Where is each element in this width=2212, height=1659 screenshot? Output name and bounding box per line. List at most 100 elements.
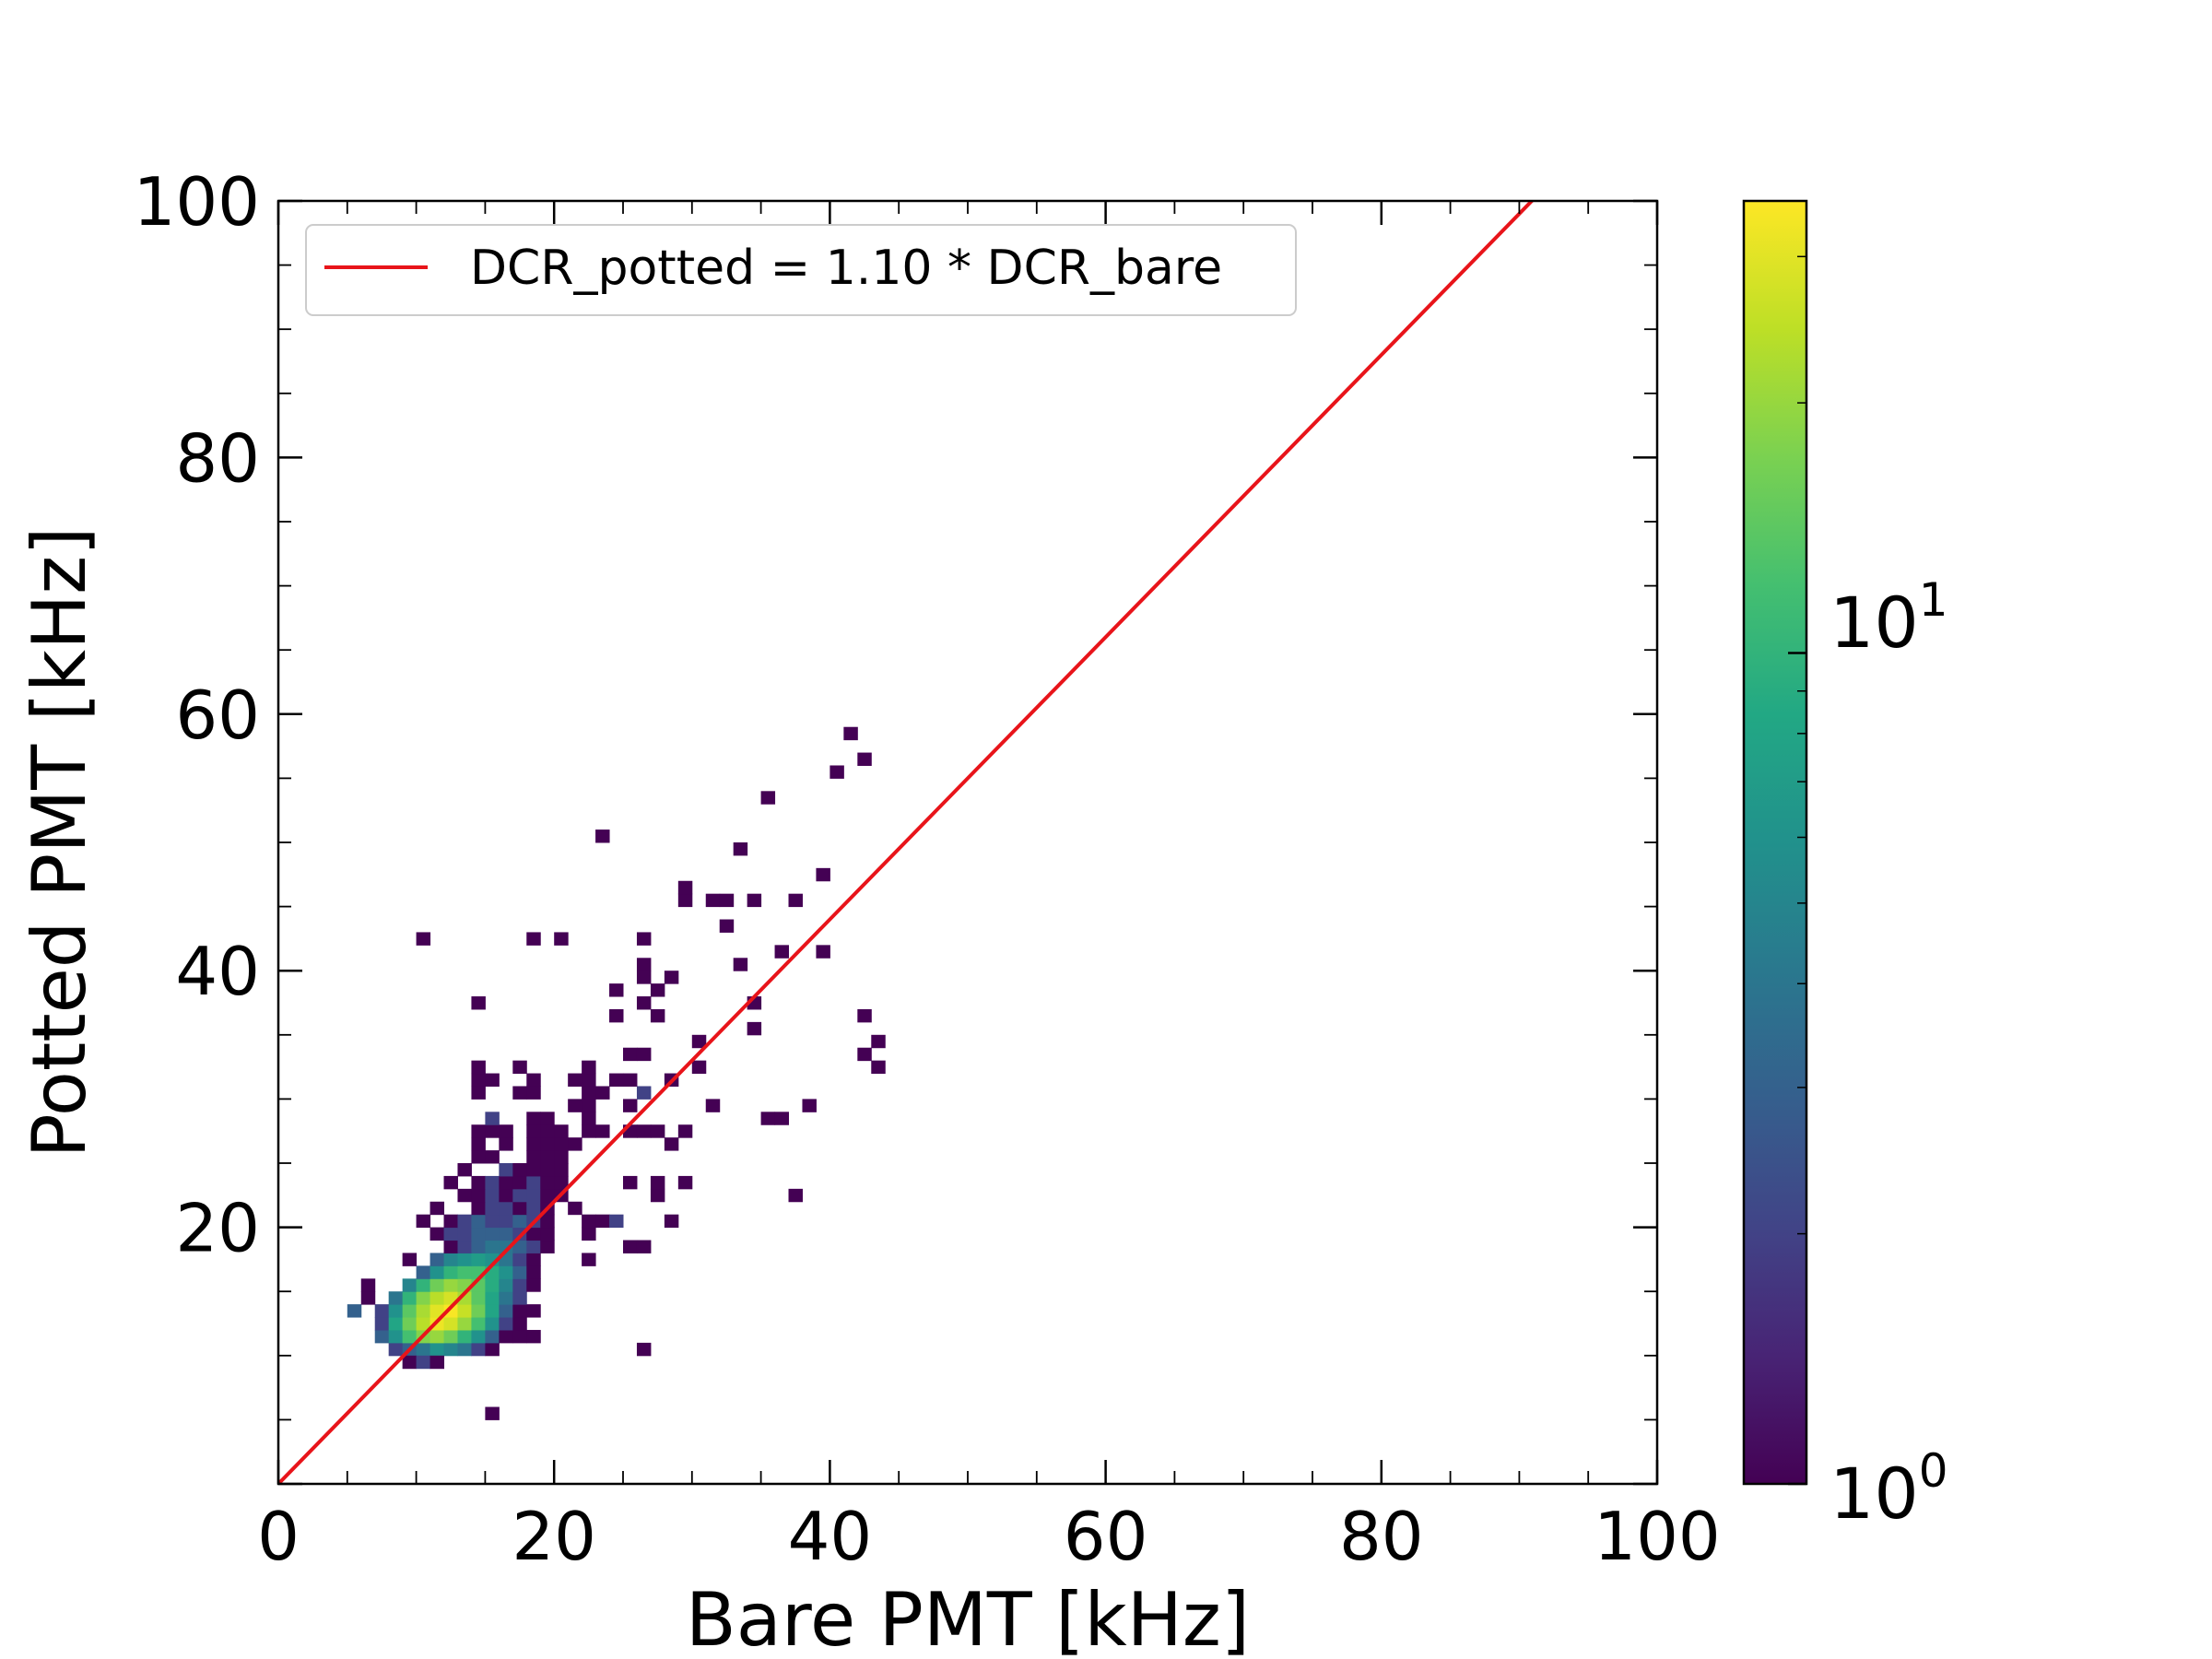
heatmap-cell [388, 1317, 404, 1331]
heatmap-cell [636, 958, 652, 971]
heatmap-cell [774, 1112, 790, 1125]
heatmap-cell [457, 1240, 472, 1253]
heatmap-cell [788, 893, 803, 908]
heatmap-cell [485, 1317, 500, 1331]
heatmap-cell [457, 1163, 472, 1177]
heatmap-cell [582, 1099, 596, 1112]
heatmap-cell [512, 1163, 527, 1177]
heatmap-cell [485, 1175, 500, 1190]
x-tick-labels: 0 20 40 60 80 100 [257, 1498, 1721, 1575]
heatmap-cell [623, 1047, 638, 1062]
heatmap-cell [512, 1214, 527, 1229]
heatmap-cell [568, 1099, 582, 1112]
heatmap-cell [733, 842, 748, 856]
heatmap-cell [443, 1329, 458, 1344]
heatmap-cell [429, 1304, 445, 1318]
heatmap-cell [429, 1253, 445, 1266]
heatmap-cell [457, 1342, 472, 1357]
heatmap-cell [636, 1047, 652, 1062]
legend-box [305, 224, 1297, 316]
heatmap-cell [540, 1188, 555, 1203]
heatmap-cell [512, 1086, 527, 1100]
legend: DCR_potted = 1.10 * DCR_bare [305, 224, 1297, 316]
heatmap-cell [471, 1317, 486, 1331]
heatmap-cell [623, 1175, 638, 1190]
heatmap-cell [857, 1008, 872, 1023]
heatmap-cell [457, 1214, 472, 1229]
heatmap-cell [664, 1214, 679, 1229]
heatmap-cell [499, 1291, 513, 1305]
heatmap-cell [705, 893, 721, 908]
heatmap-cell [443, 1227, 458, 1241]
heatmap-cell [512, 1253, 527, 1266]
y-tick-labels: 20 40 60 80 100 [134, 163, 260, 1267]
heatmap-cell [471, 1060, 486, 1075]
heatmap-cell [664, 1137, 679, 1151]
x-tick-label: 60 [1064, 1498, 1148, 1575]
heatmap-cell [499, 1227, 513, 1241]
heatmap-cell [416, 1304, 431, 1318]
heatmap-cell [677, 893, 693, 908]
heatmap-cell [568, 1201, 582, 1216]
heatmap-cell [554, 1124, 569, 1138]
heatmap-cell [526, 1253, 541, 1266]
colorbar-label-high-exponent: 1 [1919, 573, 1948, 627]
colorbar-gradient [1742, 199, 1808, 1486]
heatmap-cell [416, 1317, 431, 1331]
heatmap-cell [526, 1265, 541, 1279]
heatmap-cell [582, 1214, 596, 1229]
heatmap-cell [512, 1329, 527, 1344]
heatmap-cell [871, 1034, 886, 1049]
heatmap-cell [540, 1150, 555, 1164]
heatmap-cell [443, 1265, 458, 1279]
heatmap-cell [388, 1291, 404, 1305]
heatmap-cell [554, 1150, 569, 1164]
legend-label: DCR_potted = 1.10 * DCR_bare [470, 241, 1222, 296]
heatmap-cell [554, 932, 569, 946]
heatmap-cell [512, 1175, 527, 1190]
heatmap-cell [540, 1227, 555, 1241]
heatmap-cell [623, 1099, 638, 1112]
heatmap-cell [443, 1342, 458, 1357]
heatmap-cell [402, 1304, 418, 1318]
heatmap-cell [568, 1073, 582, 1087]
heatmap-cell [457, 1329, 472, 1344]
heatmap-cell [499, 1240, 513, 1253]
heatmap-cell [636, 932, 652, 946]
x-tick-label: 100 [1594, 1498, 1720, 1575]
heatmap-cell [499, 1317, 513, 1331]
heatmap-cell [540, 1240, 555, 1253]
heatmap-cell [485, 1406, 500, 1420]
heatmap-cell [416, 1265, 431, 1279]
y-tick-label: 60 [175, 677, 260, 754]
heatmap-cell [857, 752, 872, 766]
heatmap-cell [402, 1291, 418, 1305]
heatmap-cell [512, 1278, 527, 1292]
heatmap-cell [526, 1112, 541, 1125]
heatmap-cell [760, 1112, 776, 1125]
x-axis-title: Bare PMT [kHz] [686, 1577, 1250, 1659]
heatmap-cell [526, 932, 541, 946]
x-tick-label: 0 [257, 1498, 300, 1575]
y-axis-title: Potted PMT [kHz] [17, 527, 102, 1159]
heatmap-cell [457, 1265, 472, 1279]
heatmap-cell [540, 1214, 555, 1229]
heatmap-cells [347, 726, 886, 1420]
heatmap-cell [499, 1265, 513, 1279]
heatmap-cell [429, 1291, 445, 1305]
heatmap-cell [499, 1304, 513, 1318]
heatmap-cell [623, 1073, 638, 1087]
heatmap-cell [802, 1099, 817, 1112]
heatmap-cell [595, 1124, 610, 1138]
heatmap-cell [843, 726, 858, 741]
heatmap-cell [416, 1342, 431, 1357]
heatmap-cell [788, 1188, 803, 1203]
heatmap-cell [471, 1304, 486, 1318]
heatmap-cell [416, 1291, 431, 1305]
heatmap-cell [347, 1304, 362, 1318]
heatmap-cell [471, 1175, 486, 1190]
heatmap-cell [774, 945, 790, 959]
colorbar: 101 100 [1742, 199, 1948, 1535]
heatmap-cell [499, 1188, 513, 1203]
heatmap-cell [540, 1175, 555, 1190]
